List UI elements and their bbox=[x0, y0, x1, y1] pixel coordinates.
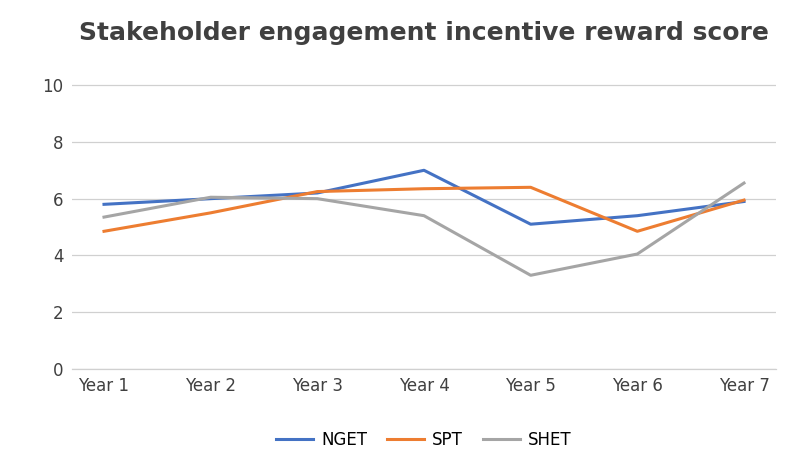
Legend: NGET, SPT, SHET: NGET, SPT, SHET bbox=[270, 424, 578, 455]
SHET bbox=[206, 194, 215, 200]
SPT bbox=[526, 184, 535, 190]
SPT bbox=[99, 228, 109, 234]
NGET bbox=[633, 213, 642, 219]
NGET bbox=[206, 196, 215, 201]
NGET bbox=[99, 201, 109, 207]
SHET bbox=[739, 180, 749, 186]
SPT bbox=[419, 186, 429, 192]
SHET bbox=[313, 196, 322, 201]
SPT bbox=[739, 197, 749, 203]
SHET bbox=[99, 214, 109, 220]
Title: Stakeholder engagement incentive reward score: Stakeholder engagement incentive reward … bbox=[79, 21, 769, 45]
SHET bbox=[633, 251, 642, 257]
NGET bbox=[313, 190, 322, 196]
SPT bbox=[206, 210, 215, 216]
NGET bbox=[739, 199, 749, 204]
NGET bbox=[419, 167, 429, 173]
SHET bbox=[419, 213, 429, 219]
Line: NGET: NGET bbox=[104, 170, 744, 224]
Line: SPT: SPT bbox=[104, 187, 744, 231]
SPT bbox=[313, 189, 322, 194]
SHET bbox=[526, 272, 535, 278]
SPT bbox=[633, 228, 642, 234]
Line: SHET: SHET bbox=[104, 183, 744, 275]
NGET bbox=[526, 221, 535, 227]
